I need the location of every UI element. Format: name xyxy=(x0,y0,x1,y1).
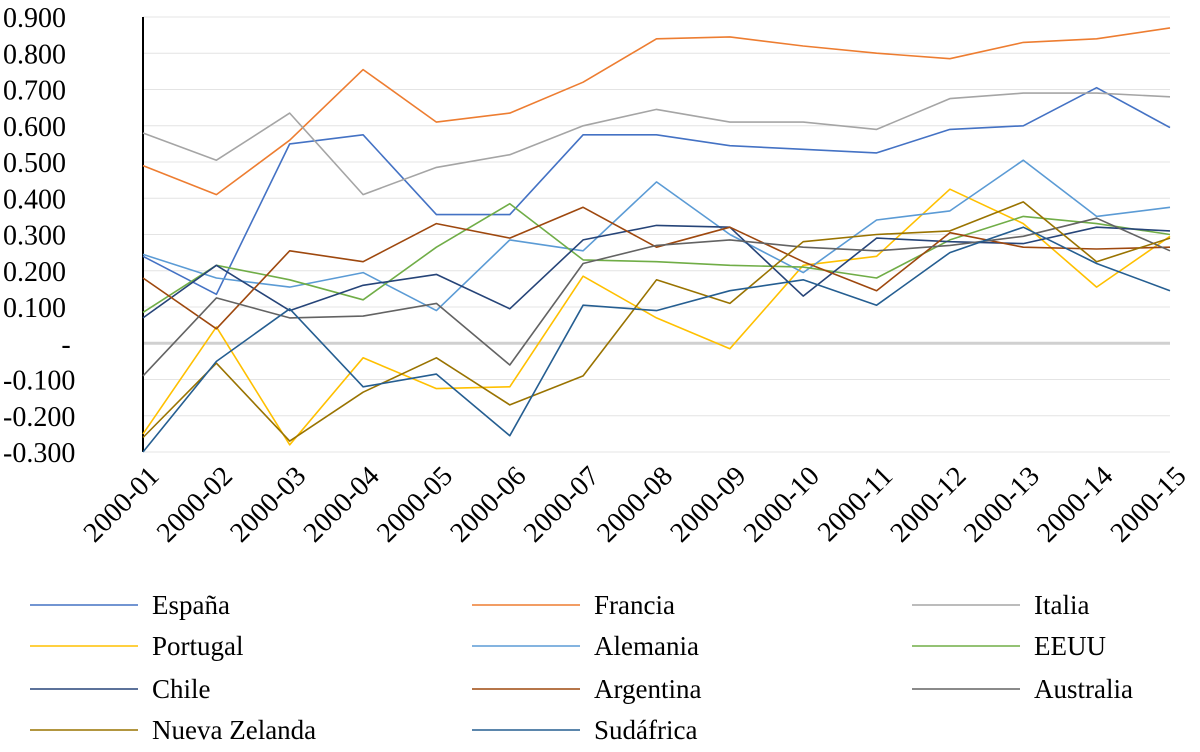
legend-label: Sudáfrica xyxy=(594,715,697,745)
y-tick-label: 0.400 xyxy=(3,184,66,215)
legend: España Francia Italia Portugal Alemania EEUU C… xyxy=(30,590,1133,745)
y-tick-label: 0.800 xyxy=(3,39,66,70)
x-tick-label: 2000-01 xyxy=(78,461,166,549)
series-line-4 xyxy=(142,159,1171,312)
legend-label: Australia xyxy=(1034,674,1133,704)
legend-label: Francia xyxy=(594,590,675,620)
x-tick-label: 2000-15 xyxy=(1105,461,1193,549)
y-tick-label: 0.100 xyxy=(3,293,66,324)
series-line-8 xyxy=(142,217,1171,377)
series-line-5 xyxy=(142,202,1171,314)
x-tick-label: 2000-08 xyxy=(591,461,679,549)
series-line-9 xyxy=(142,201,1171,442)
y-tick-label: 0.300 xyxy=(3,221,66,252)
y-tick-label: 0.900 xyxy=(3,3,66,34)
series-line-7 xyxy=(142,206,1171,330)
series-line-2 xyxy=(142,92,1171,196)
y-tick-label: 0.500 xyxy=(3,148,66,179)
legend-label: Nueva Zelanda xyxy=(152,715,316,745)
legend-label: Alemania xyxy=(594,631,699,661)
series-line-6 xyxy=(142,224,1171,319)
y-tick-label: -0.200 xyxy=(3,402,75,433)
y-tick-label: 0.200 xyxy=(3,257,66,288)
y-tick-label: - xyxy=(61,329,70,360)
y-tick-label: -0.300 xyxy=(3,438,75,469)
gridlines xyxy=(143,16,1170,453)
series-line-10 xyxy=(142,226,1171,453)
x-tick-label: 2000-12 xyxy=(885,461,973,549)
x-tick-label: 2000-02 xyxy=(151,461,239,549)
legend-label: EEUU xyxy=(1034,631,1106,661)
x-tick-label: 2000-03 xyxy=(224,461,312,549)
y-axis-tick-labels: 0.900 0.800 0.700 0.600 0.500 0.400 0.300 0.200… xyxy=(3,3,75,469)
x-tick-label: 2000-11 xyxy=(812,461,899,548)
x-tick-label: 2000-07 xyxy=(518,461,606,549)
y-tick-label: 0.600 xyxy=(3,112,66,143)
legend-label: Portugal xyxy=(152,631,244,661)
x-tick-label: 2000-05 xyxy=(371,461,459,549)
legend-label: España xyxy=(152,590,230,620)
x-tick-label: 2000-06 xyxy=(444,461,532,549)
y-tick-label: -0.100 xyxy=(3,366,75,397)
series-line-1 xyxy=(142,27,1171,196)
x-tick-label: 2000-09 xyxy=(664,461,752,549)
x-tick-label: 2000-04 xyxy=(298,461,386,549)
x-tick-label: 2000-10 xyxy=(738,461,826,549)
x-axis-tick-labels: 2000-012000-022000-032000-042000-052000-… xyxy=(78,461,1193,549)
series-line-0 xyxy=(142,86,1171,296)
series-lines xyxy=(142,27,1171,453)
legend-label: Italia xyxy=(1034,590,1089,620)
legend-label: Argentina xyxy=(594,674,701,704)
legend-label: Chile xyxy=(152,674,211,704)
y-tick-label: 0.700 xyxy=(3,76,66,107)
x-tick-label: 2000-14 xyxy=(1031,461,1119,549)
x-tick-label: 2000-13 xyxy=(958,461,1046,549)
